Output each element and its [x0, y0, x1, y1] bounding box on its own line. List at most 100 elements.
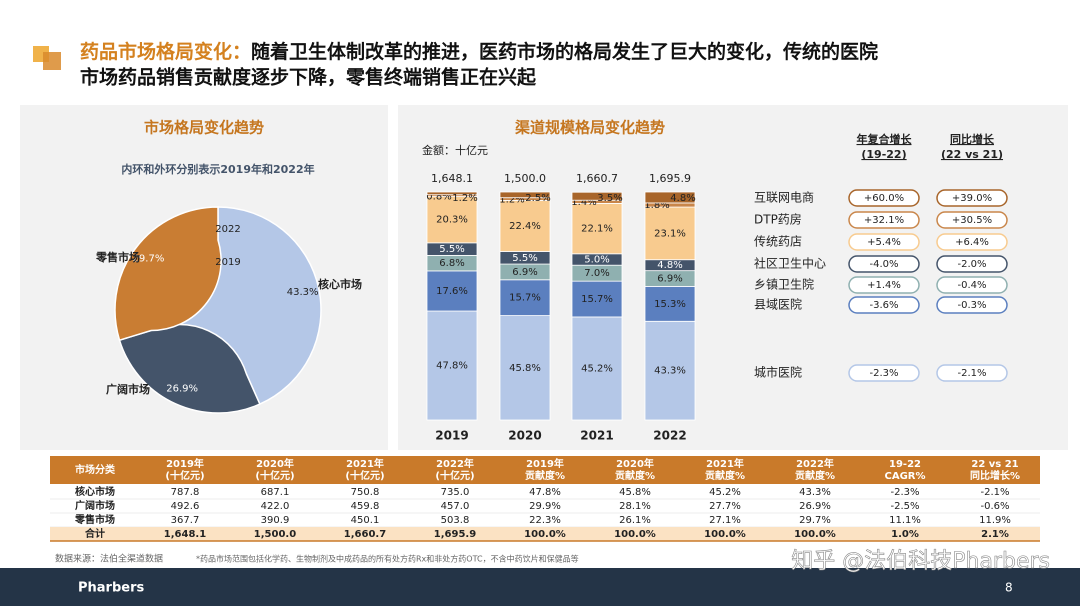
data-label: 5.5% — [439, 244, 464, 255]
growth-value: +1.4% — [867, 280, 901, 291]
slide-title: 药品市场格局变化：随着卫生体制改革的推进，医药市场的格局发生了巨大的变化，传统的… — [80, 40, 878, 63]
growth-value: -0.3% — [957, 300, 986, 311]
growth-value: -2.3% — [869, 368, 898, 379]
data-label: 5.5% — [512, 253, 537, 264]
growth-header: (19-22) — [861, 148, 906, 161]
growth-value: +6.4% — [955, 237, 989, 248]
growth-pill — [936, 189, 1008, 207]
growth-value: +5.4% — [867, 237, 901, 248]
category-label: 广阔市场 — [106, 382, 150, 396]
legend-label: 县域医院 — [754, 298, 802, 312]
total-label: 1,695.9 — [649, 172, 691, 185]
table-cell: 1,695.9 — [434, 529, 476, 540]
table-header: 2020年 — [256, 457, 294, 470]
table-cell: 27.1% — [709, 515, 741, 526]
table-cell: 11.1% — [889, 515, 921, 526]
table-header-bg — [50, 456, 1040, 484]
table-header: 贡献度% — [525, 469, 565, 482]
table-cell: 22.3% — [529, 515, 561, 526]
legend-label: 互联网电商 — [754, 190, 814, 205]
table-header: 2019年 — [526, 457, 564, 470]
table-cell: 47.8% — [529, 487, 561, 498]
growth-value: -3.6% — [869, 300, 898, 311]
bar-segment — [499, 279, 551, 316]
table-cell: 零售市场 — [74, 513, 115, 526]
table-cell: 2.1% — [981, 529, 1009, 540]
table-cell: 687.1 — [261, 487, 290, 498]
table-cell: 29.9% — [529, 501, 561, 512]
growth-pill — [848, 189, 920, 207]
growth-value: -2.1% — [957, 368, 986, 379]
data-label: 0.8% — [426, 192, 451, 203]
growth-pill — [848, 233, 920, 251]
table-header: 同比增长% — [970, 469, 1020, 482]
chart-title: 渠道规模格局变化趋势 — [515, 119, 665, 137]
growth-value: +30.5% — [952, 215, 992, 226]
data-label: 43.3% — [654, 366, 686, 377]
logo: Pharbers — [78, 581, 145, 596]
growth-pill — [848, 364, 920, 382]
table-cell: 492.6 — [171, 501, 200, 512]
data-label: 3.5% — [597, 193, 622, 204]
bar-segment — [426, 191, 478, 196]
growth-pill — [848, 211, 920, 229]
table-header: 2022年 — [436, 457, 474, 470]
table-header: 19-22 — [889, 459, 921, 470]
x-tick-label: 2020 — [508, 429, 541, 443]
title-text: 随着卫生体制改革的推进，医药市场的格局发生了巨大的变化，传统的医院 — [251, 40, 878, 63]
ring-label: 2019 — [215, 257, 240, 268]
table-cell: 广阔市场 — [75, 499, 115, 512]
table-cell: 26.9% — [799, 501, 831, 512]
data-label: 29.7% — [133, 254, 165, 265]
data-label: 15.3% — [654, 299, 686, 310]
x-tick-label: 2019 — [435, 429, 468, 443]
table-cell: -0.6% — [980, 501, 1009, 512]
data-label: 7.0% — [584, 268, 609, 279]
table-cell: 459.8 — [351, 501, 380, 512]
table-cell: 合计 — [84, 527, 105, 540]
table-header: 2019年 — [166, 457, 204, 470]
data-label: 23.1% — [654, 228, 686, 239]
table-cell: 29.7% — [799, 515, 831, 526]
table-cell: 43.3% — [799, 487, 831, 498]
bar-segment — [571, 191, 623, 201]
data-label: 1.2% — [499, 195, 524, 206]
table-cell: 26.1% — [619, 515, 651, 526]
table-header: 2022年 — [796, 457, 834, 470]
growth-value: +32.1% — [864, 215, 904, 226]
growth-value: +39.0% — [952, 193, 992, 204]
growth-pill — [936, 255, 1008, 273]
table-cell: -2.3% — [890, 487, 919, 498]
table-header: 2021年 — [706, 457, 744, 470]
bar-segment — [571, 202, 623, 255]
table-cell: 27.7% — [709, 501, 741, 512]
data-label: 22.1% — [581, 224, 613, 235]
table-cell: 735.0 — [441, 487, 470, 498]
table-cell: 367.7 — [171, 515, 200, 526]
x-tick-label: 2021 — [580, 429, 613, 443]
data-label: 22.4% — [509, 221, 541, 232]
data-label: 6.8% — [439, 258, 464, 269]
unit-label: 金额：十亿元 — [422, 143, 488, 157]
table-header: 2020年 — [616, 457, 654, 470]
bar-segment — [426, 310, 478, 421]
total-label: 1,660.7 — [576, 172, 618, 185]
table-cell: 787.8 — [171, 487, 200, 498]
table-header: CAGR% — [884, 471, 925, 482]
table-header: 贡献度% — [615, 469, 655, 482]
category-label: 核心市场 — [318, 277, 362, 291]
growth-header: (22 vs 21) — [941, 148, 1003, 161]
growth-value: -2.0% — [957, 259, 986, 270]
bar-segment — [426, 270, 478, 312]
total-label: 1,500.0 — [504, 172, 546, 185]
data-label: 45.8% — [509, 363, 541, 374]
legend-label: 社区卫生中心 — [754, 256, 826, 271]
title-icon — [43, 52, 61, 70]
chart-title: 市场格局变化趋势 — [144, 119, 264, 137]
table-cell: 28.1% — [619, 501, 651, 512]
data-label: 45.2% — [581, 363, 613, 374]
data-label: 17.6% — [436, 286, 468, 297]
table-cell: 1,500.0 — [254, 529, 296, 540]
data-label: 1.8% — [644, 200, 669, 211]
table-cell: 100.0% — [704, 529, 746, 540]
